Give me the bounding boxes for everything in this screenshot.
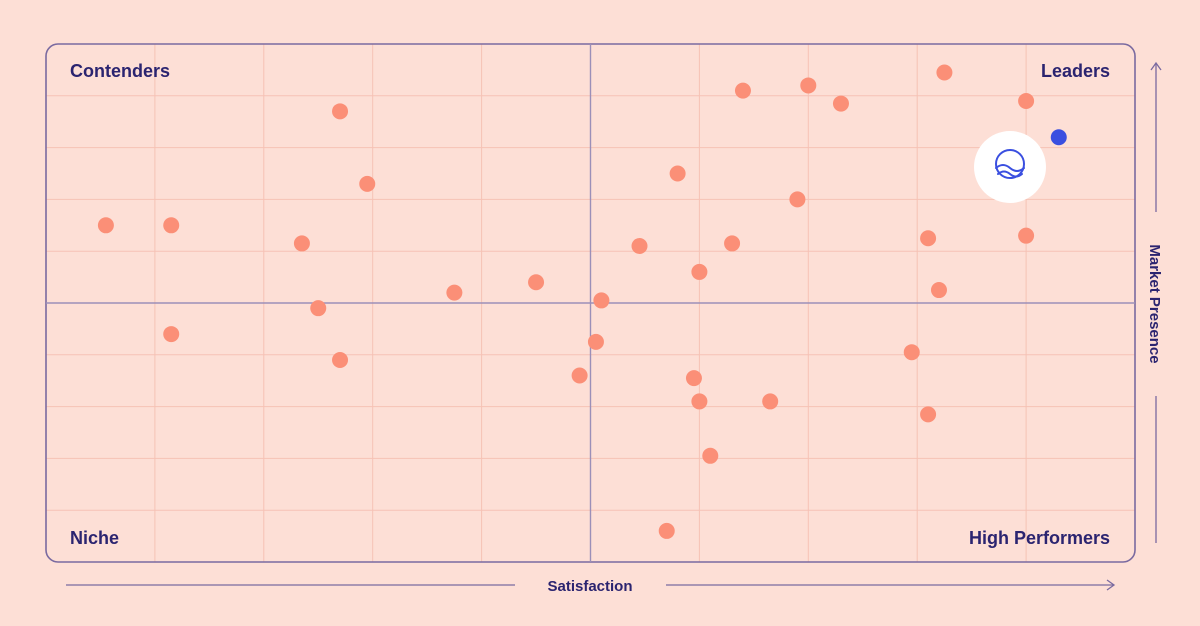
data-point [163, 217, 180, 234]
data-points [97, 64, 1067, 539]
wave-logo-icon [995, 149, 1025, 179]
data-point [658, 522, 675, 539]
quadrant-label-high-performers: High Performers [969, 528, 1110, 548]
data-point [593, 292, 610, 309]
x-axis-title: Satisfaction [547, 578, 632, 595]
quadrant-label-leaders: Leaders [1041, 61, 1110, 81]
data-point [1018, 227, 1035, 244]
data-point [631, 238, 648, 255]
y-axis-title: Market Presence [1146, 244, 1163, 363]
data-point [832, 95, 849, 112]
data-point [310, 300, 327, 317]
data-point [702, 447, 719, 464]
highlight-badge [974, 131, 1046, 203]
data-point [920, 406, 937, 423]
data-point [691, 393, 708, 410]
data-point [359, 175, 376, 192]
data-point [332, 103, 349, 120]
x-axis-arrow-icon [1106, 579, 1116, 591]
quadrant-label-contenders: Contenders [70, 61, 170, 81]
data-point [936, 64, 953, 81]
y-axis: Market Presence [1146, 61, 1163, 543]
data-point [685, 370, 702, 387]
data-point [528, 274, 545, 291]
data-point [734, 82, 751, 99]
data-point [163, 326, 180, 343]
data-point [1018, 92, 1035, 109]
data-point [930, 282, 947, 299]
data-point [332, 351, 349, 368]
x-axis: Satisfaction [66, 578, 1116, 595]
quadrant-label-niche: Niche [70, 528, 119, 548]
data-point [446, 284, 463, 301]
data-point [789, 191, 806, 208]
data-point [587, 333, 604, 350]
data-point [669, 165, 686, 182]
data-point [903, 344, 920, 361]
data-point [571, 367, 588, 384]
data-point [724, 235, 741, 252]
data-point [97, 217, 114, 234]
y-axis-arrow-icon [1150, 61, 1162, 71]
highlight-point [1050, 129, 1067, 146]
data-point [762, 393, 779, 410]
data-point [800, 77, 817, 94]
data-point [293, 235, 310, 252]
data-point [691, 263, 708, 280]
data-point [920, 230, 937, 247]
